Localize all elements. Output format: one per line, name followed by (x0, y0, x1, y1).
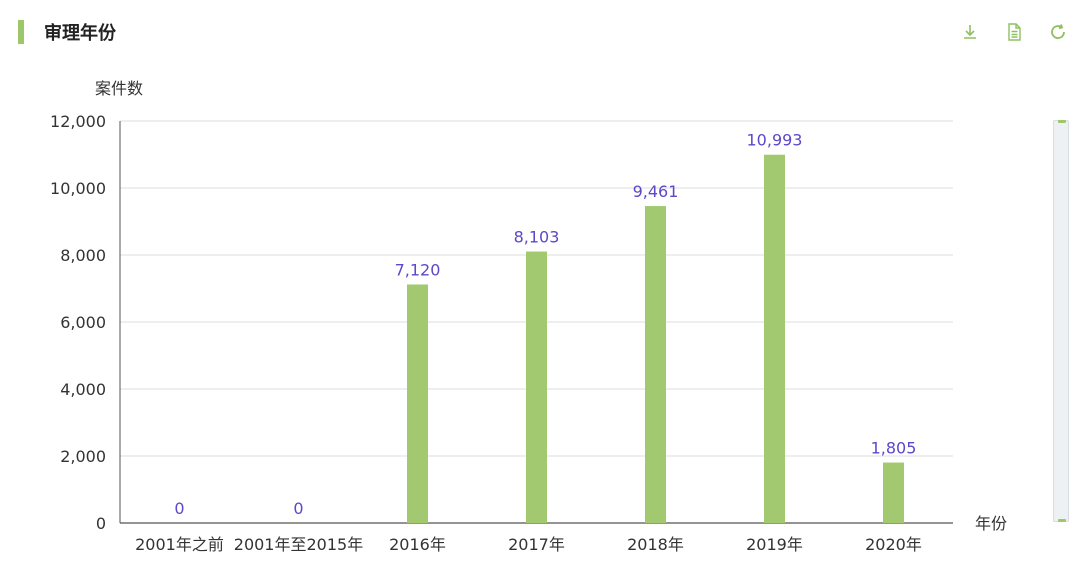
chart-header: 审理年份 (0, 0, 1080, 70)
x-tick-label: 2001年至2015年 (234, 535, 363, 554)
y-tick-label: 0 (96, 514, 106, 533)
data-label: 7,120 (395, 260, 441, 279)
data-label: 0 (293, 499, 303, 518)
y-tick-label: 8,000 (60, 246, 106, 265)
y-tick-label: 4,000 (60, 380, 106, 399)
download-icon[interactable] (958, 20, 982, 44)
data-label: 0 (174, 499, 184, 518)
data-label: 9,461 (633, 182, 679, 201)
data-view-icon[interactable] (1002, 20, 1026, 44)
chart-title: 审理年份 (44, 23, 116, 44)
bar-7[interactable] (883, 462, 904, 523)
bar-5[interactable] (645, 206, 666, 523)
x-tick-label: 2019年 (746, 535, 803, 554)
data-zoom-handle-top[interactable] (1058, 120, 1066, 123)
x-tick-label: 2017年 (508, 535, 565, 554)
y-axis-title: 案件数 (95, 79, 143, 98)
y-tick-label: 6,000 (60, 313, 106, 332)
x-tick-label: 2016年 (389, 535, 446, 554)
x-axis-title: 年份 (975, 514, 1007, 533)
chart-toolbar (958, 20, 1070, 44)
title-accent-bar (18, 20, 24, 44)
data-zoom-slider[interactable] (1053, 120, 1069, 522)
x-tick-label: 2001年之前 (135, 535, 224, 554)
x-tick-label: 2020年 (865, 535, 922, 554)
data-label: 8,103 (514, 228, 560, 247)
refresh-icon[interactable] (1046, 20, 1070, 44)
y-tick-label: 12,000 (50, 112, 106, 131)
bar-3[interactable] (407, 284, 428, 523)
bar-4[interactable] (526, 251, 547, 523)
bar-6[interactable] (764, 154, 785, 523)
x-tick-label: 2018年 (627, 535, 684, 554)
y-tick-label: 10,000 (50, 179, 106, 198)
y-tick-label: 2,000 (60, 447, 106, 466)
data-label: 1,805 (871, 439, 917, 458)
data-zoom-handle-bottom[interactable] (1058, 519, 1066, 522)
data-label: 10,993 (747, 131, 803, 150)
